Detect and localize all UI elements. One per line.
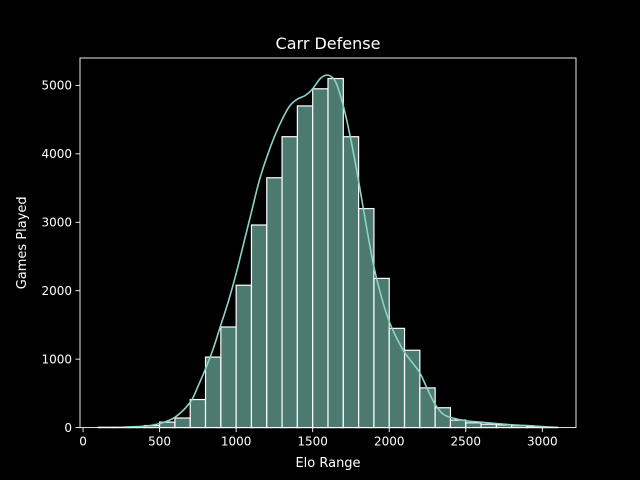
y-axis-ticks: 0 1000 2000 3000 4000 5000	[41, 79, 80, 435]
histogram-bar	[281, 136, 298, 429]
histogram-bar	[220, 326, 237, 429]
histogram-bar	[204, 356, 222, 429]
chart-title: Carr Defense	[276, 34, 381, 53]
histogram-bar	[358, 207, 375, 429]
histogram-bar	[434, 407, 452, 429]
histogram-bar	[342, 136, 360, 429]
y-tick-label: 2000	[41, 284, 72, 298]
y-axis-label: Games Played	[15, 196, 30, 289]
histogram-bar	[296, 105, 314, 429]
histogram-bar	[174, 417, 191, 429]
histogram-bar	[312, 88, 329, 429]
histogram-bar	[449, 419, 467, 429]
histogram-bar	[419, 387, 436, 429]
histogram-bar	[266, 177, 283, 429]
x-tick-label: 1500	[297, 435, 328, 449]
histogram-bar	[327, 77, 344, 429]
histogram-bar	[189, 398, 207, 429]
histogram-bar	[480, 423, 497, 429]
y-tick-label: 5000	[41, 79, 72, 93]
x-axis-ticks: 0 500 1000 1500 2000 2500 3000	[79, 427, 558, 449]
bars-layer	[97, 77, 559, 429]
y-tick-label: 0	[64, 421, 72, 435]
y-tick-label: 1000	[41, 352, 72, 366]
histogram-bar	[373, 277, 390, 429]
x-tick-label: 500	[148, 435, 171, 449]
x-tick-label: 2500	[451, 435, 482, 449]
histogram-bar	[465, 422, 482, 429]
histogram-bar	[235, 284, 253, 429]
x-axis-label: Elo Range	[295, 456, 360, 471]
histogram-bar	[388, 327, 406, 429]
y-tick-label: 3000	[41, 216, 72, 230]
x-tick-label: 3000	[527, 435, 558, 449]
plot-frame	[79, 57, 577, 429]
x-tick-label: 1000	[221, 435, 252, 449]
kde-curve	[121, 74, 555, 429]
histogram-bar	[250, 224, 268, 429]
x-tick-label: 0	[79, 435, 87, 449]
x-tick-label: 2000	[374, 435, 405, 449]
y-tick-label: 4000	[41, 147, 72, 161]
